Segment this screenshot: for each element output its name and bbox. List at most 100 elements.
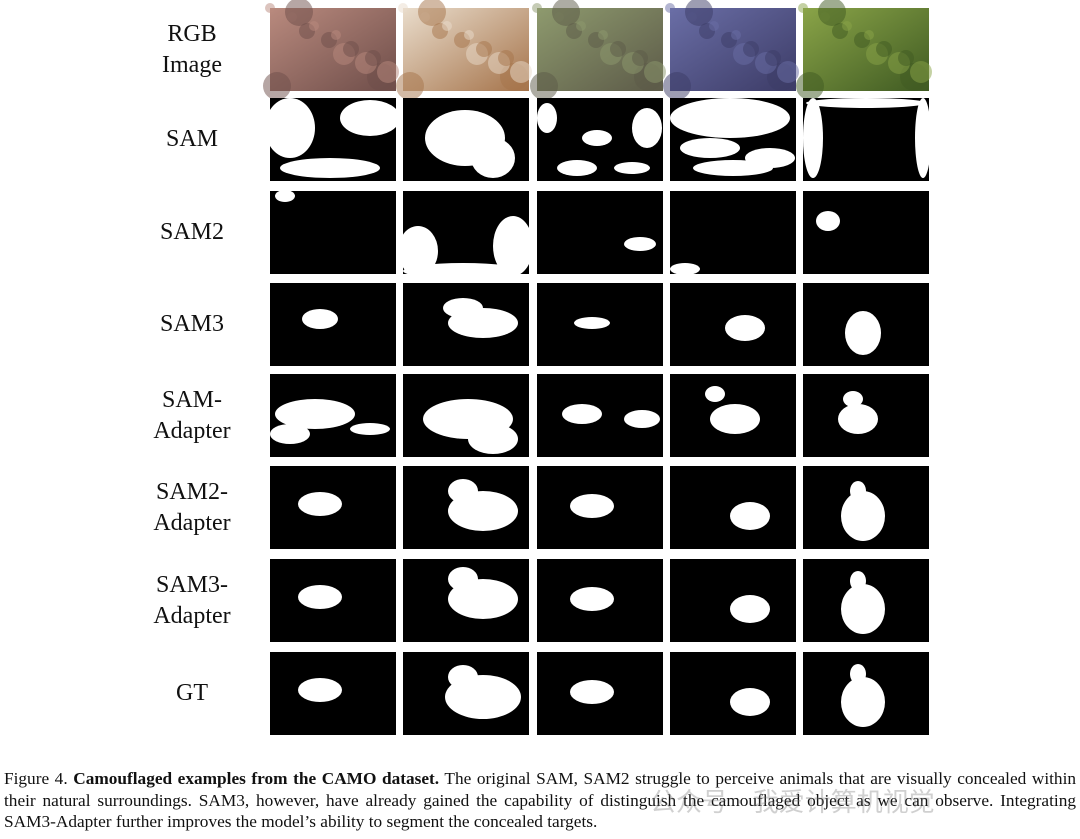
mask-region: [403, 263, 523, 279]
texture: [818, 0, 846, 26]
texture: [644, 61, 666, 83]
mask-image: [270, 466, 396, 549]
mask-image: [803, 191, 929, 274]
mask-bg: [803, 191, 929, 274]
mask-image: [670, 466, 796, 549]
texture: [343, 41, 359, 57]
mask-bg: [670, 559, 796, 642]
mask-region: [265, 98, 315, 158]
texture: [663, 72, 691, 100]
mask-region: [557, 160, 597, 176]
mask-image: [265, 98, 400, 181]
texture: [598, 30, 608, 40]
caption: Figure 4. Camouflaged examples from the …: [4, 768, 1076, 833]
mask-bg: [670, 191, 796, 274]
mask-image: [270, 374, 396, 457]
texture: [476, 41, 492, 57]
texture: [576, 21, 586, 31]
texture: [731, 30, 741, 40]
rgb-image: [396, 0, 532, 100]
mask-region: [915, 98, 931, 178]
mask-image: [537, 466, 663, 549]
mask-region: [448, 479, 478, 503]
mask-image: [803, 374, 929, 457]
mask-region: [841, 584, 885, 634]
mask-image: [537, 191, 663, 274]
mask-region: [850, 664, 866, 684]
mask-region: [570, 680, 614, 704]
texture: [398, 3, 408, 13]
row-label: SAM2: [159, 219, 225, 245]
mask-region: [340, 100, 400, 136]
mask-image: [537, 98, 663, 181]
texture: [510, 61, 532, 83]
texture: [377, 61, 399, 83]
mask-region: [468, 424, 518, 454]
mask-region: [275, 190, 295, 202]
caption-bold: Camouflaged examples from the CAMO datas…: [73, 769, 440, 788]
figure-grid: [263, 0, 932, 735]
mask-region: [730, 595, 770, 623]
rgb-image: [663, 0, 799, 100]
texture: [365, 50, 381, 66]
mask-region: [680, 138, 740, 158]
texture: [285, 0, 313, 26]
texture: [265, 3, 275, 13]
mask-image: [270, 559, 396, 642]
watermark: 公众号 · 我爱计算机视觉: [650, 788, 935, 818]
mask-region: [570, 494, 614, 518]
mask-region: [730, 688, 770, 716]
mask-image: [670, 559, 796, 642]
texture: [898, 50, 914, 66]
row-label: SAM2-Adapter: [153, 478, 231, 536]
mask-region: [298, 492, 342, 516]
mask-region: [710, 404, 760, 434]
mask-image: [803, 283, 929, 366]
mask-image: [398, 191, 533, 279]
mask-region: [270, 424, 310, 444]
mask-region: [614, 162, 650, 174]
mask-region: [725, 315, 765, 341]
mask-image: [403, 466, 529, 549]
mask-bg: [803, 98, 929, 181]
row-label: RGB Image: [162, 20, 222, 78]
mask-image: [537, 652, 663, 735]
texture: [685, 0, 713, 26]
mask-image: [670, 191, 796, 275]
texture: [842, 21, 852, 31]
texture: [418, 0, 446, 26]
mask-region: [574, 317, 610, 329]
texture: [796, 72, 824, 100]
mask-region: [693, 160, 773, 176]
mask-region: [838, 404, 878, 434]
mask-region: [562, 404, 602, 424]
mask-bg: [270, 191, 396, 274]
mask-region: [582, 130, 612, 146]
texture: [665, 3, 675, 13]
mask-region: [298, 585, 342, 609]
mask-image: [270, 190, 396, 274]
texture: [309, 21, 319, 31]
mask-region: [850, 481, 866, 501]
row-label: GT: [176, 680, 208, 706]
mask-image: [670, 374, 796, 457]
mask-image: [803, 559, 929, 642]
mask-region: [443, 298, 483, 318]
mask-image: [403, 98, 529, 181]
row-label: SAM3-Adapter: [153, 571, 231, 629]
mask-image: [403, 559, 529, 642]
rgb-image: [796, 0, 932, 100]
mask-image: [403, 283, 529, 366]
mask-bg: [670, 652, 796, 735]
mask-image: [270, 283, 396, 366]
mask-region: [493, 216, 533, 276]
mask-region: [280, 158, 380, 178]
mask-bg: [537, 191, 663, 274]
mask-region: [730, 502, 770, 530]
mask-region: [537, 103, 557, 133]
mask-region: [806, 98, 926, 108]
mask-region: [841, 491, 885, 541]
texture: [552, 0, 580, 26]
mask-region: [624, 410, 660, 428]
